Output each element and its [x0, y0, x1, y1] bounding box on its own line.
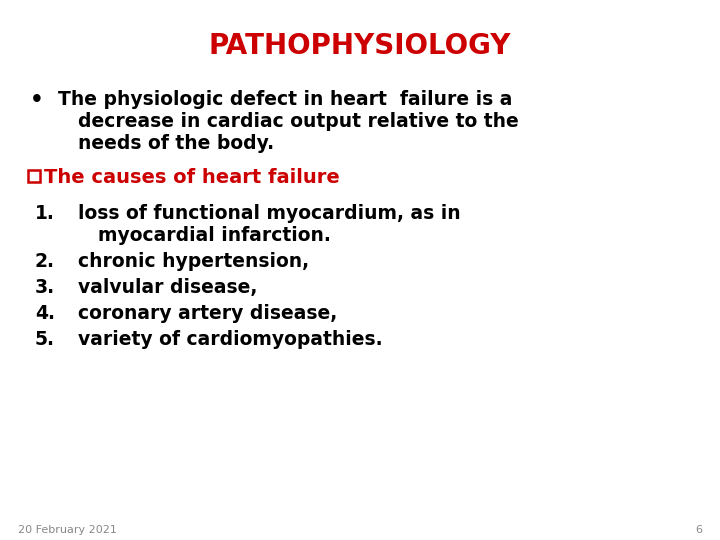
Text: loss of functional myocardium, as in: loss of functional myocardium, as in	[78, 204, 461, 223]
Text: •: •	[30, 90, 44, 110]
Text: coronary artery disease,: coronary artery disease,	[78, 304, 337, 323]
Text: valvular disease,: valvular disease,	[78, 278, 257, 297]
Text: variety of cardiomyopathies.: variety of cardiomyopathies.	[78, 330, 382, 349]
Text: 4.: 4.	[35, 304, 55, 323]
Text: 20 February 2021: 20 February 2021	[18, 525, 117, 535]
Text: needs of the body.: needs of the body.	[78, 134, 274, 153]
Text: decrease in cardiac output relative to the: decrease in cardiac output relative to t…	[78, 112, 518, 131]
Text: 5.: 5.	[35, 330, 55, 349]
Text: The causes of heart failure: The causes of heart failure	[44, 168, 340, 187]
Bar	[28, 170, 40, 182]
Text: 3.: 3.	[35, 278, 55, 297]
Text: 1.: 1.	[35, 204, 55, 223]
Text: PATHOPHYSIOLOGY: PATHOPHYSIOLOGY	[209, 32, 511, 60]
Text: 6: 6	[695, 525, 702, 535]
Text: chronic hypertension,: chronic hypertension,	[78, 252, 309, 271]
Text: myocardial infarction.: myocardial infarction.	[98, 226, 331, 245]
Text: 2.: 2.	[35, 252, 55, 271]
Text: The physiologic defect in heart  failure is a: The physiologic defect in heart failure …	[58, 90, 513, 109]
